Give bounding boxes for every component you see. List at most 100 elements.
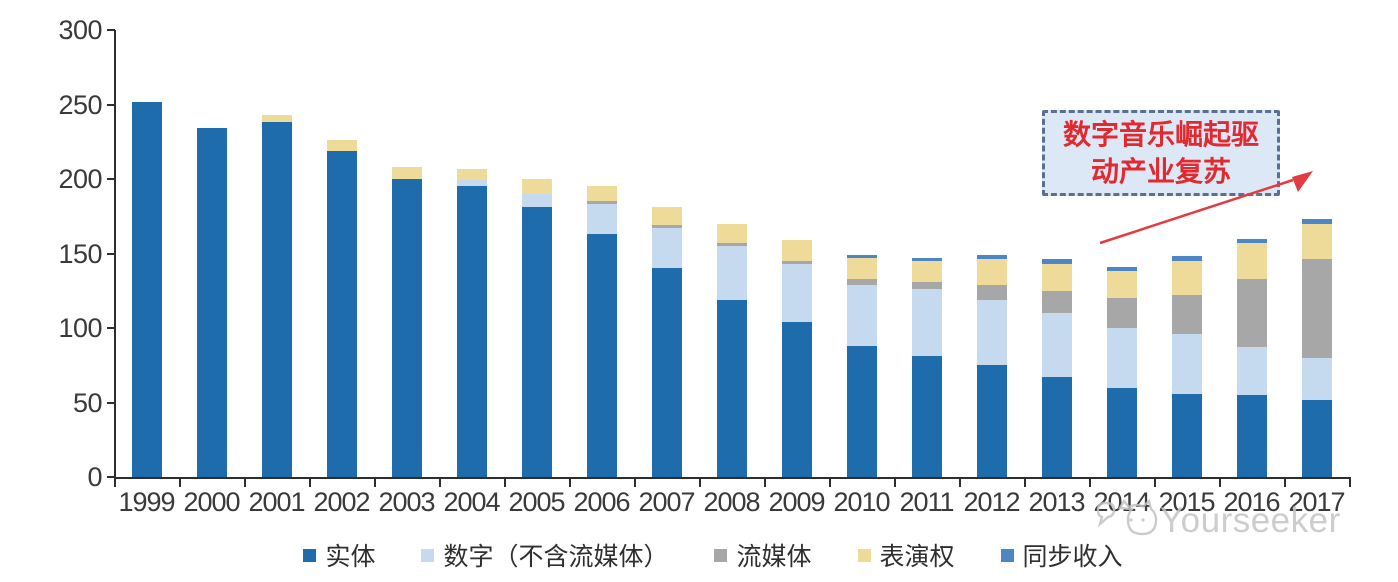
bar-segment-2014 — [1106, 328, 1137, 388]
x-axis-tick — [309, 479, 311, 487]
legend-label: 实体 — [325, 543, 376, 571]
bar-segment-2015 — [1171, 393, 1202, 477]
x-axis-label: 2003 — [378, 487, 435, 517]
bar-segment-2017 — [1301, 219, 1332, 224]
x-axis-label: 2014 — [1093, 487, 1150, 517]
bar-segment-2006 — [586, 204, 617, 235]
x-axis-tick — [699, 479, 701, 487]
legend-item: 同步收入 — [1000, 537, 1123, 573]
bar-segment-2012 — [976, 365, 1007, 477]
y-axis-label: 50 — [72, 387, 103, 418]
y-axis-label: 0 — [87, 462, 102, 492]
bar-segment-2013 — [1041, 290, 1072, 314]
bar-segment-2012 — [976, 299, 1007, 366]
y-axis-tick — [107, 401, 115, 404]
x-axis-label: 2005 — [508, 487, 565, 517]
bar-segment-2006 — [586, 186, 617, 202]
x-axis-label: 2013 — [1028, 487, 1085, 517]
x-axis-label: 2004 — [443, 487, 500, 517]
bar-segment-2004 — [456, 180, 487, 187]
bar-segment-2015 — [1171, 256, 1202, 261]
x-axis-label: 2011 — [899, 487, 954, 517]
x-axis-tick — [179, 479, 181, 487]
bar-segment-2011 — [911, 356, 942, 477]
x-axis-tick — [439, 479, 441, 487]
x-axis-tick — [114, 479, 116, 487]
bar-segment-2007 — [651, 225, 682, 229]
bar-segment-2010 — [846, 257, 877, 279]
bar-segment-2016 — [1236, 238, 1267, 244]
x-axis-tick — [894, 479, 896, 487]
x-axis-tick — [504, 479, 506, 487]
bar-segment-2003 — [391, 179, 422, 477]
legend-swatch-icon — [714, 548, 728, 562]
y-axis-label: 250 — [58, 89, 102, 120]
bar-segment-2004 — [456, 186, 487, 477]
y-axis-tick — [107, 29, 115, 31]
x-axis-label: 2007 — [638, 487, 695, 517]
x-axis-label: 1999 — [118, 487, 175, 517]
x-axis-label: 2006 — [573, 487, 630, 517]
x-axis-label: 2010 — [833, 487, 890, 517]
bar-segment-2017 — [1301, 259, 1332, 358]
x-axis — [114, 477, 1351, 479]
legend-label: 数字（不含流媒体） — [443, 543, 669, 571]
x-axis-label: 2000 — [183, 487, 240, 517]
x-axis-tick — [959, 479, 961, 487]
x-axis-tick — [1154, 479, 1156, 487]
bar-segment-2014 — [1106, 387, 1137, 477]
x-axis-tick — [764, 479, 766, 487]
bar-segment-2015 — [1171, 260, 1202, 296]
bar-segment-2013 — [1041, 377, 1072, 477]
bar-segment-2002 — [326, 140, 357, 151]
x-axis-label: 2012 — [963, 487, 1020, 517]
legend-item: 表演权 — [857, 537, 955, 573]
bar-segment-2007 — [651, 228, 682, 269]
x-axis-tick — [1284, 479, 1286, 487]
bar-segment-2008 — [716, 223, 747, 244]
x-axis-tick — [569, 479, 571, 487]
bar-segment-2017 — [1301, 399, 1332, 477]
bar-segment-2005 — [521, 179, 552, 194]
annotation-text-line1: 数字音乐崛起驱 — [1062, 119, 1259, 150]
x-axis-label: 2001 — [248, 487, 305, 517]
cat-bubble-logo-icon — [1096, 498, 1158, 536]
legend-item: 流媒体 — [714, 537, 812, 573]
bar-segment-2005 — [521, 207, 552, 477]
y-axis-tick — [107, 476, 115, 478]
bar-segment-2003 — [391, 167, 422, 179]
bar-segment-2013 — [1041, 263, 1072, 291]
bar-segment-2012 — [976, 259, 1007, 285]
bar-segment-2014 — [1106, 271, 1137, 299]
y-axis-label: 300 — [58, 15, 102, 45]
bar-segment-2006 — [586, 234, 617, 477]
y-axis-label: 200 — [58, 164, 102, 194]
y-axis-tick — [107, 252, 115, 255]
bar-segment-2015 — [1171, 333, 1202, 394]
x-axis-tick — [1349, 479, 1351, 487]
legend-item: 数字（不含流媒体） — [421, 537, 668, 573]
bar-segment-2011 — [911, 289, 942, 357]
bar-segment-2004 — [456, 168, 487, 181]
bar-segment-2011 — [911, 257, 942, 261]
legend-label: 表演权 — [879, 543, 955, 571]
legend-swatch-icon — [303, 548, 317, 562]
annotation-callout: 数字音乐崛起驱 动产业复苏 — [1042, 110, 1280, 196]
x-axis-tick — [374, 479, 376, 487]
bar-segment-2011 — [911, 281, 942, 290]
bar-segment-2014 — [1106, 266, 1137, 272]
bar-segment-2005 — [521, 193, 552, 208]
x-axis-label: 2002 — [313, 487, 370, 517]
x-axis-tick — [1089, 479, 1091, 487]
bar-segment-2008 — [716, 246, 747, 300]
y-axis-label: 100 — [58, 313, 102, 343]
annotation-text-line2: 动产业复苏 — [1090, 156, 1231, 187]
x-axis-label: 2015 — [1158, 487, 1215, 517]
legend-swatch-icon — [857, 548, 871, 562]
x-axis-label: 2009 — [768, 487, 825, 517]
bar-segment-2015 — [1171, 295, 1202, 334]
bar-segment-2000 — [196, 128, 227, 477]
bar-segment-2009 — [781, 322, 812, 477]
